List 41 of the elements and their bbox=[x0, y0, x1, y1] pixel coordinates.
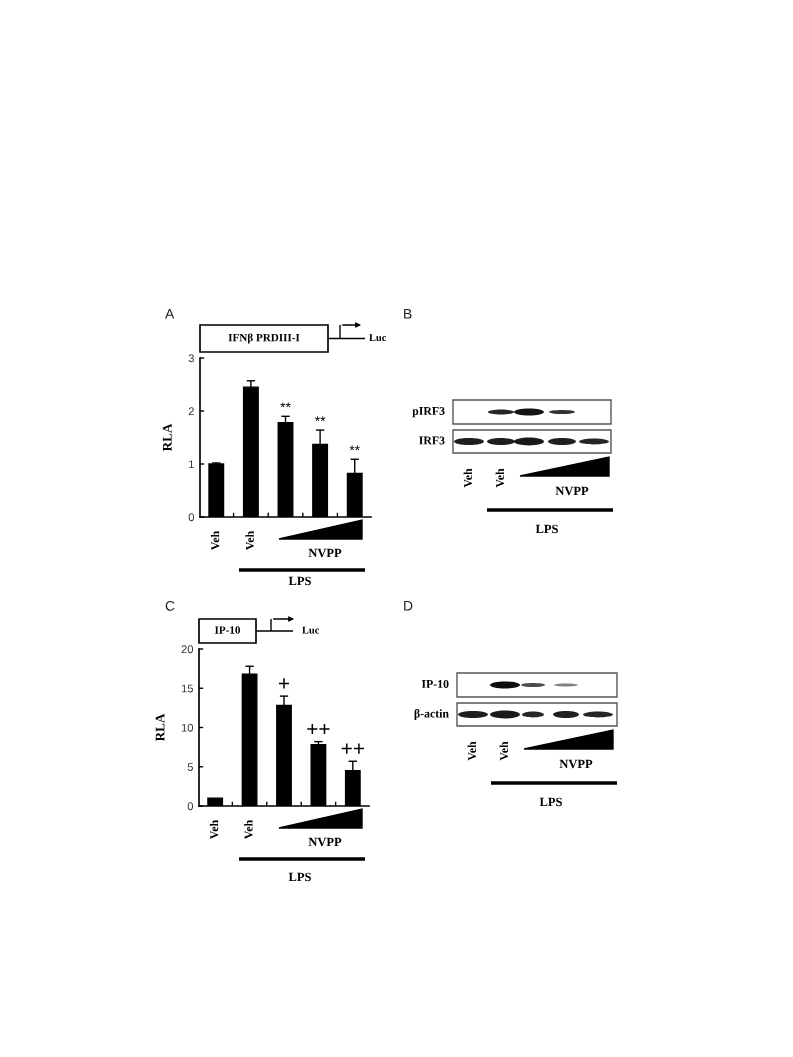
chart-subtitle: IFNβ PRDIII-I bbox=[228, 333, 300, 344]
text: NVPP bbox=[555, 486, 589, 496]
text: Veh bbox=[467, 741, 477, 761]
text: LPS bbox=[535, 524, 558, 534]
text: NVPP bbox=[559, 759, 593, 769]
text: LPS bbox=[539, 797, 562, 807]
chart-title: C bbox=[165, 600, 175, 611]
annotation: ** bbox=[349, 445, 360, 451]
y-tick-label: 15 bbox=[181, 684, 193, 693]
y-tick-label: 5 bbox=[187, 763, 193, 771]
text: NVPP bbox=[308, 548, 342, 558]
y-axis-title: RLA bbox=[162, 423, 172, 452]
y-tick-label: 2 bbox=[188, 407, 194, 416]
text: IP-10 bbox=[421, 679, 449, 688]
annotation: + bbox=[278, 678, 290, 689]
text: B bbox=[404, 309, 412, 319]
text: β-actin bbox=[414, 709, 449, 720]
text: Veh bbox=[495, 468, 505, 488]
text: LPS bbox=[288, 872, 311, 882]
annotation: ++ bbox=[341, 743, 364, 754]
annotation: ** bbox=[314, 416, 326, 422]
text: Veh bbox=[463, 468, 473, 488]
annotation: ++ bbox=[307, 723, 330, 735]
y-tick-label: 20 bbox=[181, 645, 194, 654]
text: Veh bbox=[499, 741, 509, 761]
y-tick-label: 1 bbox=[189, 460, 194, 469]
text: LPS bbox=[288, 576, 311, 586]
text: D bbox=[404, 601, 413, 611]
text: NVPP bbox=[308, 837, 342, 847]
y-tick-label: 3 bbox=[188, 354, 194, 363]
text: IRF3 bbox=[419, 436, 445, 445]
y-axis-title: RLA bbox=[155, 713, 165, 742]
y-tick-label: 10 bbox=[181, 723, 194, 732]
chart-subtitle: IP-10 bbox=[214, 626, 241, 634]
y-tick-label: 0 bbox=[188, 513, 195, 522]
text: pIRF3 bbox=[412, 407, 445, 418]
chart-title: A bbox=[165, 309, 175, 319]
text: Luc bbox=[302, 626, 320, 634]
text: Luc bbox=[369, 334, 387, 342]
y-tick-label: 0 bbox=[187, 802, 194, 811]
annotation: ** bbox=[280, 402, 291, 408]
